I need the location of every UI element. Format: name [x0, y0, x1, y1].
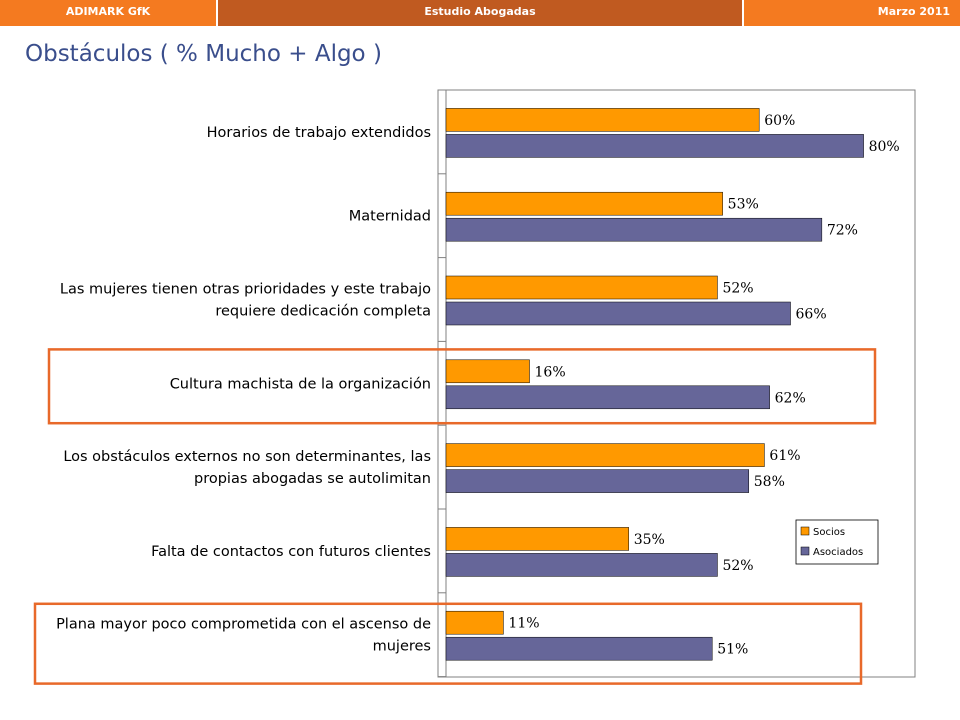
data-label-asociados: 66%: [796, 307, 827, 323]
plot-area-frame: [437, 89, 916, 678]
data-label-asociados: 72%: [827, 223, 858, 239]
data-label-socios: 35%: [634, 532, 665, 548]
header-bar: ADIMARK GfK Estudio Abogadas Marzo 2011: [0, 0, 960, 26]
category-label: Cultura machista de la organización: [170, 376, 431, 392]
category-label: Horarios de trabajo extendidos: [207, 125, 431, 141]
data-label-socios: 11%: [508, 616, 539, 632]
page-title: Obstáculos ( % Mucho + Algo ): [25, 41, 382, 67]
legend-swatch: [800, 546, 810, 556]
bar-asociados: [445, 385, 770, 410]
header-study: Estudio Abogadas: [216, 0, 744, 26]
highlight-box: [33, 602, 863, 685]
bar-asociados: [445, 217, 823, 242]
bar-socios: [445, 443, 765, 467]
data-label-socios: 52%: [722, 281, 753, 297]
data-label-socios: 53%: [728, 197, 759, 213]
bar-asociados: [445, 636, 713, 661]
bar-socios: [445, 610, 504, 635]
category-label: propias abogadas se autolimitan: [194, 471, 431, 487]
bar-socios: [445, 527, 629, 551]
category-label: mujeres: [373, 639, 431, 655]
bar-asociados: [445, 553, 718, 577]
bar-socios: [445, 191, 723, 216]
legend-swatch: [800, 526, 810, 536]
legend-label: Asociados: [813, 547, 863, 558]
bar-socios: [445, 359, 530, 384]
data-label-asociados: 52%: [722, 558, 753, 574]
category-label: requiere dedicación completa: [215, 304, 431, 320]
data-label-socios: 16%: [535, 364, 566, 380]
bar-socios: [445, 275, 718, 300]
category-label: Falta de contactos con futuros clientes: [151, 544, 431, 560]
data-label-asociados: 80%: [869, 139, 900, 155]
bar-asociados: [445, 469, 750, 493]
highlight-box: [47, 348, 877, 425]
header-company: ADIMARK GfK: [65, 5, 151, 18]
data-label-asociados: 62%: [775, 390, 806, 406]
legend-box: [795, 519, 879, 565]
data-label-asociados: 58%: [754, 474, 785, 490]
data-label-asociados: 51%: [717, 642, 748, 658]
data-label-socios: 60%: [764, 113, 795, 129]
bar-asociados: [445, 134, 864, 158]
category-label: Plana mayor poco comprometida con el asc…: [56, 617, 431, 633]
data-label-socios: 61%: [769, 448, 800, 464]
bar-socios: [445, 108, 760, 132]
category-label: Maternidad: [349, 209, 431, 225]
category-label: Las mujeres tienen otras prioridades y e…: [60, 282, 431, 298]
bar-asociados: [445, 301, 791, 326]
header-date: Marzo 2011: [877, 5, 950, 18]
legend-label: Socios: [813, 527, 845, 538]
category-label: Los obstáculos externos no son determina…: [63, 449, 431, 465]
